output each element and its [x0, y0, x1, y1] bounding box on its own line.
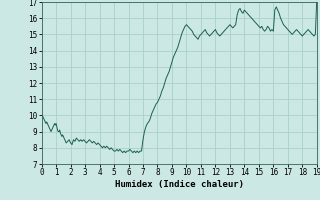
- X-axis label: Humidex (Indice chaleur): Humidex (Indice chaleur): [115, 180, 244, 189]
